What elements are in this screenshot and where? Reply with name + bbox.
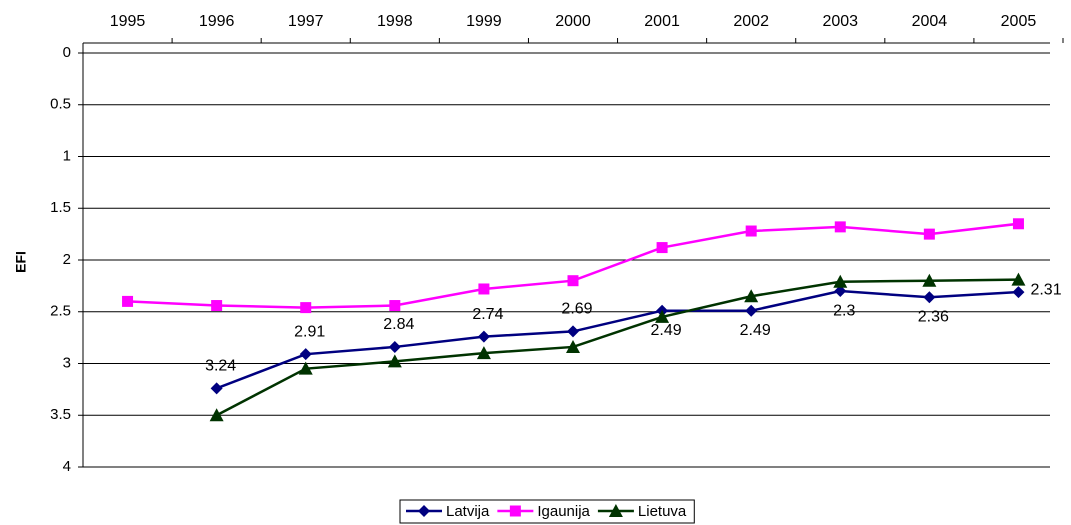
marker (608, 504, 623, 517)
marker (389, 300, 401, 312)
data-label: 2.31 (1030, 281, 1061, 298)
x-tick-label: 1999 (466, 13, 502, 30)
marker (300, 302, 312, 314)
marker (923, 228, 935, 240)
y-tick-label: 3.5 (50, 406, 71, 423)
marker (299, 348, 312, 361)
marker (509, 505, 521, 517)
data-label: 2.69 (561, 301, 592, 318)
series-line (216, 278, 1019, 417)
marker (833, 274, 848, 288)
x-tick-label: 1996 (199, 13, 235, 30)
marker (418, 505, 430, 517)
y-tick-label: 1 (63, 147, 71, 164)
y-tick-label: 2 (63, 251, 71, 268)
x-tick-label: 2004 (912, 13, 948, 30)
x-tick-label: 1995 (110, 13, 146, 30)
marker (745, 304, 758, 317)
data-label: 3.24 (205, 358, 236, 375)
marker (567, 275, 579, 287)
legend-label: Lietuva (638, 503, 687, 520)
marker (922, 273, 937, 287)
x-tick-label: 2001 (644, 13, 680, 30)
marker (834, 221, 846, 233)
legend: Latvija Igaunija Lietuva (399, 499, 695, 524)
marker (655, 309, 670, 323)
marker (1012, 218, 1024, 230)
legend-box (399, 499, 695, 524)
legend-label: Igaunija (537, 503, 590, 520)
marker (745, 225, 757, 237)
marker (476, 346, 491, 360)
marker (122, 295, 134, 307)
marker (388, 340, 401, 353)
data-label: 2.49 (651, 322, 682, 339)
y-axis-label: EFI (13, 251, 29, 273)
marker (210, 382, 223, 395)
x-tick-label: 2000 (555, 13, 591, 30)
data-label: 2.74 (472, 306, 503, 323)
data-label: 2.49 (740, 322, 771, 339)
marker (656, 242, 668, 254)
series-line (216, 289, 1019, 390)
y-tick-label: 3 (63, 354, 71, 371)
data-label: 2.91 (294, 323, 325, 340)
x-tick-label: 1997 (288, 13, 324, 30)
marker (744, 289, 759, 303)
marker (387, 354, 402, 368)
legend-label: Latvija (446, 503, 490, 520)
x-tick-label: 1998 (377, 13, 413, 30)
marker (477, 330, 490, 343)
marker (923, 291, 936, 304)
y-tick-label: 1.5 (50, 199, 71, 216)
marker (478, 283, 490, 295)
marker (1011, 272, 1026, 286)
marker (566, 339, 580, 353)
data-label: 2.84 (383, 316, 414, 333)
marker (211, 300, 223, 312)
marker (209, 408, 224, 422)
x-tick-label: 2003 (822, 13, 858, 30)
marker (298, 361, 313, 375)
x-tick-label: 2002 (733, 13, 769, 30)
data-label: 2.3 (833, 302, 855, 319)
y-tick-label: 4 (63, 458, 71, 475)
marker (567, 325, 579, 338)
data-label: 2.36 (918, 308, 949, 325)
y-tick-label: 2.5 (50, 303, 71, 320)
marker (834, 285, 847, 298)
y-tick-label: 0 (63, 44, 71, 61)
y-tick-label: 0.5 (50, 96, 71, 113)
x-tick-label: 2005 (1001, 13, 1037, 30)
marker (1012, 286, 1025, 299)
